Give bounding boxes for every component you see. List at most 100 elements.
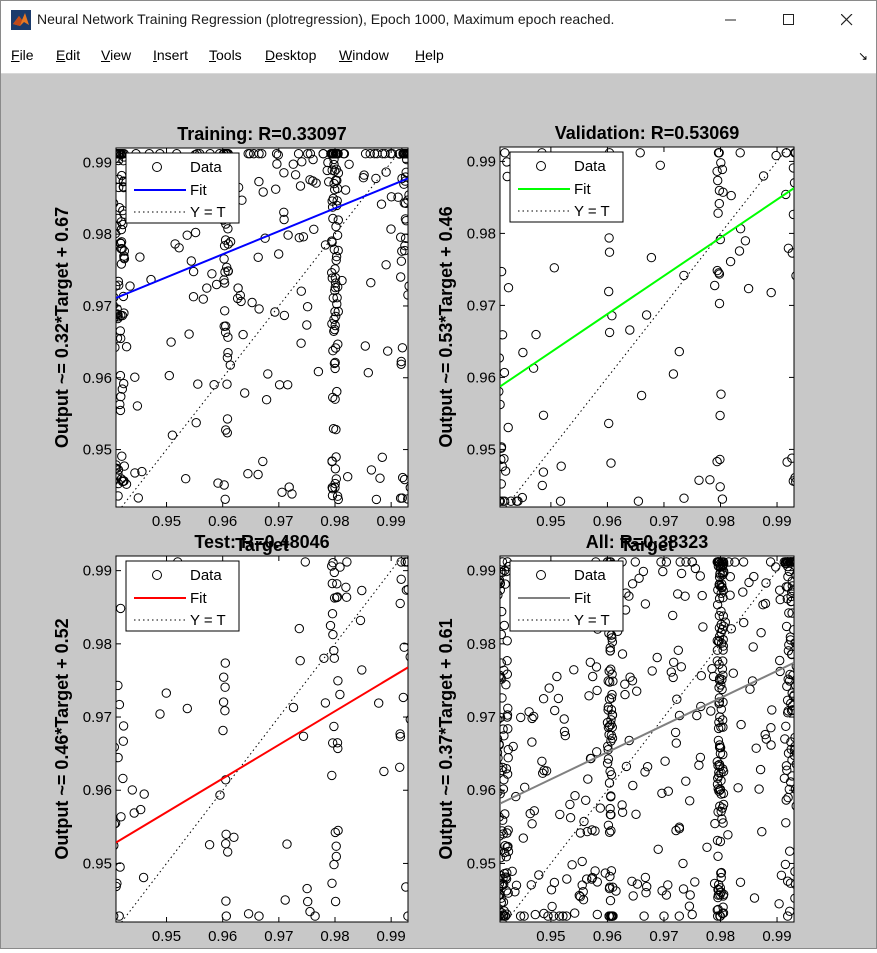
data-point [221,911,232,921]
data-point [681,776,691,786]
data-point [527,819,537,829]
data-point [329,721,339,732]
data-point [240,388,250,398]
data-point [685,890,695,900]
data-point [713,735,724,746]
close-button[interactable] [818,1,876,39]
data-point [663,880,673,890]
data-point [789,178,794,188]
menu-dock-arrow-icon[interactable]: ↘ [857,49,868,63]
data-point [283,230,293,240]
data-point [712,265,722,276]
data-point [673,645,683,655]
x-tick-label: 0.98 [706,513,735,530]
data-point [116,862,125,872]
data-point [606,792,616,802]
data-point [385,149,396,159]
data-point [791,662,794,671]
data-point [116,280,124,290]
data-point [715,785,725,795]
data-point [790,473,794,483]
data-point [733,783,743,793]
data-point [787,649,794,659]
data-point [605,643,615,653]
data-point [553,693,564,704]
data-point [219,672,229,682]
data-point [404,281,408,291]
legend-identity-label: Y = T [190,204,226,221]
menu-help[interactable]: Help [415,47,444,63]
data-point [604,666,614,676]
data-point [116,752,123,763]
data-point [313,366,324,377]
menu-file[interactable]: File [11,47,34,63]
title-bar[interactable]: Neural Network Training Regression (plot… [1,1,876,39]
data-point [639,911,649,921]
data-point [761,578,771,588]
data-point [298,731,309,741]
data-point [500,367,510,378]
data-point [631,809,641,819]
menu-tools[interactable]: Tools [209,47,242,63]
data-point [716,722,726,732]
data-point [290,170,301,180]
data-point [500,879,509,890]
data-point [330,282,340,293]
data-point [785,878,794,888]
data-point [714,593,725,604]
data-point [606,866,617,876]
data-point [636,390,647,401]
data-point [603,705,613,715]
data-point [590,866,600,876]
data-point [344,159,354,170]
data-point [309,224,319,235]
data-point [501,852,511,862]
data-point [333,825,343,836]
data-point [116,460,121,470]
menu-edit[interactable]: Edit [56,47,81,63]
legend-box [509,151,624,223]
data-point [138,872,149,883]
data-point [500,496,504,506]
data-point [327,578,337,589]
data-point [582,874,592,884]
data-point [222,262,232,273]
minimize-button[interactable] [702,1,760,39]
x-tick-label: 0.96 [208,513,237,530]
data-point [784,608,794,618]
data-point [222,414,233,424]
minimize-icon [725,19,736,21]
legend-fit-label: Fit [190,182,207,199]
data-point [771,150,781,161]
data-point [791,148,794,158]
menu-desktop[interactable]: Desktop [265,47,317,63]
data-point [776,870,787,880]
data-point [603,722,614,733]
maximize-button[interactable] [760,1,818,39]
data-point [500,789,505,799]
data-point [713,807,723,817]
menu-view[interactable]: View [101,47,132,63]
y-tick-label: 0.95 [83,855,112,872]
data-point [656,557,666,567]
menu-window[interactable]: Window [339,47,389,63]
data-point [395,729,405,739]
data-point [116,841,119,850]
legend-data-marker [536,570,546,580]
data-point [254,149,264,159]
data-point [222,379,232,389]
data-point [271,184,281,194]
data-point [630,557,640,567]
data-point [668,672,678,683]
data-point [500,879,505,889]
data-point [386,192,397,202]
data-point [360,149,371,159]
data-point [402,149,408,159]
data-point [277,487,287,497]
data-point [745,684,755,694]
data-point [245,149,255,159]
menu-insert[interactable]: Insert [153,47,189,63]
data-point [287,489,297,499]
data-point [328,629,338,640]
